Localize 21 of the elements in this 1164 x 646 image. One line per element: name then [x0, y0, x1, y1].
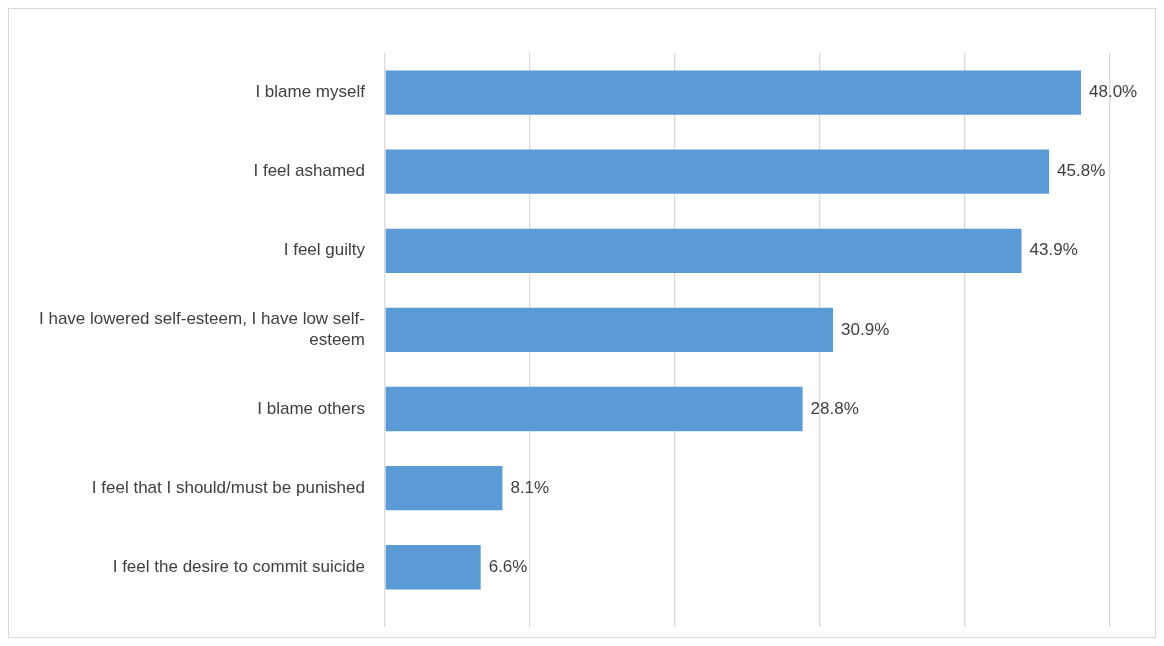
bar — [385, 228, 1022, 273]
bar — [385, 386, 803, 432]
y-tick-label: I blame myself — [255, 82, 366, 102]
data-label: 43.9% — [1029, 240, 1078, 260]
data-label: 48.0% — [1089, 82, 1138, 102]
bar — [385, 149, 1050, 194]
data-label: 45.8% — [1057, 161, 1106, 181]
y-tick-label: I feel ashamed — [253, 161, 365, 181]
y-tick-label: I feel guilty — [283, 240, 366, 260]
data-label: 28.8% — [810, 398, 859, 418]
y-tick-label: I feel that I should/must be punished — [91, 477, 365, 497]
y-tick-label: I blame others — [257, 398, 365, 418]
y-tick-label: I have lowered self-esteem, I have low self-esteem — [39, 309, 365, 349]
data-label: 30.9% — [841, 319, 890, 339]
y-tick-label: I feel the desire to commit suicide — [112, 556, 365, 576]
data-label: 8.1% — [510, 477, 550, 497]
bar — [385, 465, 503, 511]
bar — [385, 545, 481, 590]
bar — [385, 307, 834, 353]
data-label: 6.6% — [488, 556, 528, 576]
bar — [385, 70, 1081, 115]
